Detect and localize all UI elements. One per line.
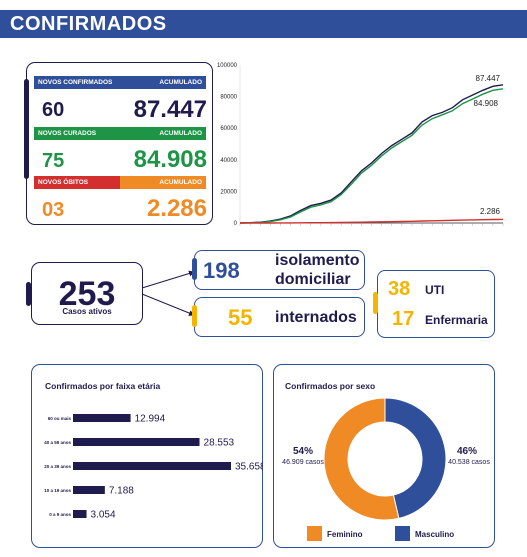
internados-accent	[192, 305, 197, 327]
isolamento-label-1: isolamento	[275, 252, 360, 269]
y-tick-label: 60000	[220, 126, 237, 132]
curados-acc-label: ACUMULADO	[159, 130, 202, 137]
age-category-label: 60 ou mais	[48, 416, 72, 421]
age-chart-card	[31, 364, 263, 548]
arrow-to-internados	[141, 293, 195, 316]
arrow-to-isolamento	[141, 270, 195, 289]
masculino-cases: 40.538 casos	[448, 459, 490, 466]
obitos-day: 03	[42, 199, 65, 221]
confirmados-acc: 87.447	[133, 96, 207, 123]
obitos-acc-label: ACUMULADO	[159, 179, 202, 186]
confirmados-acc-label: ACUMULADO	[159, 79, 202, 86]
obitos-acc: 2.286	[146, 195, 207, 222]
y-tick-label: 40000	[220, 158, 237, 164]
series-end-label-2: 2.286	[480, 207, 501, 216]
age-bar	[73, 438, 200, 446]
casos-ativos-card	[31, 262, 143, 325]
y-tick-label: 80000	[220, 95, 237, 101]
age-category-label: 10 a 19 anos	[44, 488, 71, 493]
age-value-label: 35.658	[235, 462, 263, 473]
internados-breakdown-card	[377, 270, 495, 338]
masculino-legend-label: Masculino	[415, 530, 455, 539]
stats-accent	[24, 79, 29, 179]
curados-day: 75	[42, 150, 65, 172]
series-line-2	[240, 218, 504, 224]
internados-value: 55	[228, 305, 253, 330]
masculino-legend-swatch	[395, 526, 410, 541]
y-tick-label: 100000	[217, 63, 238, 69]
feminino-legend-swatch	[307, 526, 322, 541]
confirmados-day: 60	[42, 99, 65, 121]
confirmados-label: NOVOS CONFIRMADOS	[38, 79, 113, 86]
enfermaria-value: 17	[392, 308, 415, 330]
age-bar	[73, 486, 105, 494]
sex-donut-chart	[323, 397, 447, 521]
enfermaria-label: Enfermaria	[425, 313, 488, 327]
isolamento-card	[194, 250, 365, 290]
donut-slice-feminino	[323, 397, 400, 521]
age-value-label: 28.553	[204, 438, 235, 449]
casos-ativos-accent	[26, 282, 31, 306]
age-category-label: 40 a 59 anos	[44, 440, 71, 445]
series-end-label-1: 84.908	[474, 99, 499, 108]
uti-label: UTI	[425, 283, 445, 297]
obitos-bar: NOVOS ÓBITOS ACUMULADO	[34, 176, 206, 189]
age-category-label: 0 a 9 anos	[49, 512, 71, 517]
stats-card	[26, 62, 213, 225]
y-tick-label: 0	[234, 221, 238, 227]
curados-acc: 84.908	[133, 146, 207, 173]
age-value-label: 12.994	[135, 414, 166, 425]
curados-bar: NOVOS CURADOS ACUMULADO	[34, 127, 206, 140]
age-value-label: 7.188	[109, 486, 134, 497]
masculino-percent: 46%	[456, 446, 477, 457]
feminino-legend-label: Feminino	[327, 530, 363, 539]
series-line-1	[239, 88, 504, 224]
series-line-0	[239, 84, 504, 224]
feminino-cases: 46.909 casos	[282, 459, 324, 466]
isolamento-value: 198	[203, 258, 240, 283]
casos-ativos-value: 253	[58, 275, 116, 313]
isolamento-accent	[192, 258, 197, 280]
page-title: CONFIRMADOS	[10, 13, 167, 35]
accumulated-line-chart: 0 20000 40000 60000 80000 100000 87.447 84.908 2…	[217, 63, 504, 227]
casos-ativos-label: Casos ativos	[62, 307, 112, 316]
curados-label: NOVOS CURADOS	[38, 130, 97, 137]
obitos-label: NOVOS ÓBITOS	[38, 179, 89, 186]
isolamento-label-2: domiciliar	[275, 271, 351, 288]
age-bar-chart: 60 ou mais 12.994 40 a 59 anos 28.553 20 a 3…	[44, 414, 263, 521]
age-bar	[73, 462, 231, 470]
uti-value: 38	[388, 278, 411, 300]
donut-slice-masculino	[384, 397, 447, 520]
feminino-percent: 54%	[292, 446, 313, 457]
age-category-label: 20 a 39 anos	[44, 464, 71, 469]
series-end-label-0: 87.447	[476, 74, 501, 83]
internados-label: internados	[275, 309, 357, 326]
breakdown-accent	[373, 292, 378, 314]
confirmados-bar: NOVOS CONFIRMADOS ACUMULADO	[34, 76, 206, 89]
header-bar: CONFIRMADOS	[0, 10, 527, 38]
age-bar	[73, 510, 87, 518]
sex-chart-title: Confirmados por sexo	[285, 381, 376, 391]
arrows-graphic	[141, 270, 195, 316]
age-bar	[73, 414, 131, 422]
age-chart-title: Confirmados por faixa etária	[45, 381, 161, 391]
age-value-label: 3.054	[91, 510, 116, 521]
y-tick-label: 20000	[220, 189, 237, 195]
